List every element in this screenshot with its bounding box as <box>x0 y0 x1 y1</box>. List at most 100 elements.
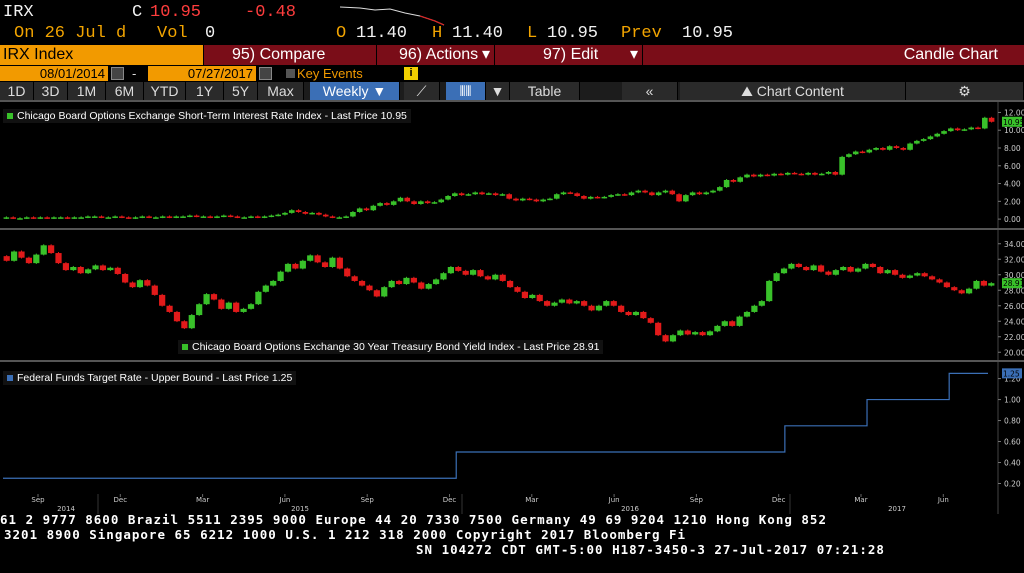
irx-candle <box>356 208 363 212</box>
tyx-candle <box>669 335 677 342</box>
tyx-candle <box>877 267 884 274</box>
irx-candle <box>248 216 254 218</box>
chart-content-button[interactable]: ⛰ Chart Content <box>680 82 906 100</box>
period-select[interactable]: Weekly ▼ <box>310 82 400 100</box>
tyx-candle <box>832 270 839 275</box>
irx-candle <box>98 216 105 218</box>
key-events-checkbox[interactable] <box>286 69 295 78</box>
edit-label: 97) Edit <box>543 46 599 63</box>
end-date-field[interactable]: 07/27/2017 <box>148 66 256 81</box>
irx-candle <box>363 208 370 211</box>
irx-candle <box>513 198 519 201</box>
high-value: 11.40 <box>452 24 504 43</box>
irx-legend: Chicago Board Options Exchange Short-Ter… <box>3 109 411 123</box>
range-max-button[interactable]: Max <box>258 82 304 100</box>
tyx-candle <box>551 302 558 306</box>
actions-menu[interactable]: 96) Actions ▾ <box>376 45 494 65</box>
irx-candle <box>384 203 390 205</box>
irx-legend-text: Chicago Board Options Exchange Short-Ter… <box>17 110 407 122</box>
chart-type-label[interactable]: Candle Chart <box>642 45 1024 65</box>
tyx-candle <box>33 254 40 264</box>
low-label: L <box>527 24 538 43</box>
tyx-candle <box>988 283 995 286</box>
range-3d-button[interactable]: 3D <box>34 82 68 100</box>
irx-candle <box>57 217 64 219</box>
change-value: -0.48 <box>245 3 297 22</box>
table-button[interactable]: Table <box>510 82 580 100</box>
security-title: IRX Index <box>0 45 203 65</box>
low-value: 10.95 <box>547 24 599 43</box>
x-year-label: 2015 <box>291 505 309 513</box>
tyx-candle <box>906 275 913 278</box>
irx-candle <box>309 212 315 215</box>
irx-candle <box>268 215 275 218</box>
irx-candle <box>411 201 417 204</box>
tyx-candle <box>144 280 151 286</box>
irx-candle <box>146 216 152 218</box>
tyx-candle <box>795 263 802 267</box>
tyx-candle <box>499 274 506 281</box>
tyx-candle <box>240 308 247 312</box>
range-1d-button[interactable]: 1D <box>0 82 34 100</box>
range-5y-button[interactable]: 5Y <box>224 82 258 100</box>
irx-candle <box>254 216 261 218</box>
irx-candle <box>982 117 988 129</box>
tyx-candle <box>803 267 810 271</box>
tyx-candle <box>99 265 107 271</box>
tyx-candle <box>292 263 299 269</box>
irx-candle <box>227 215 234 218</box>
irx-candle <box>927 136 934 140</box>
tyx-candle <box>92 265 99 270</box>
tyx-candle <box>625 311 632 316</box>
start-date-field[interactable]: 08/01/2014 <box>0 66 108 81</box>
irx-candle <box>710 190 716 193</box>
tyx-candle <box>25 257 33 264</box>
irx-candle <box>139 216 146 218</box>
tyx-candle <box>225 302 232 309</box>
style-dropdown-icon[interactable]: ▼ <box>486 82 510 100</box>
tyx-candle <box>233 302 240 312</box>
irx-candle <box>322 214 329 217</box>
irx-candle <box>615 194 621 196</box>
candle-style-icon[interactable]: ⫴⫴ <box>446 82 486 100</box>
irx-candle <box>302 212 309 214</box>
title-toolbar: IRX Index 95) Compare 96) Actions ▾ 97) E… <box>0 45 1024 65</box>
irx-candle <box>166 216 173 218</box>
end-calendar-icon[interactable] <box>259 67 272 80</box>
range-1y-button[interactable]: 1Y <box>186 82 224 100</box>
tyx-candle <box>85 269 92 274</box>
info-icon[interactable]: i <box>404 67 418 80</box>
irx-candle <box>91 216 98 218</box>
collapse-button[interactable]: « <box>622 82 678 100</box>
irx-candle <box>288 210 295 213</box>
tyx-candle <box>410 277 417 283</box>
irx-candle <box>717 187 723 191</box>
irx-candle <box>649 192 655 196</box>
tyx-candle <box>536 294 543 302</box>
range-6m-button[interactable]: 6M <box>106 82 144 100</box>
fed-ytick-label: 0.80 <box>1004 417 1021 426</box>
edit-menu[interactable]: 97) Edit ▾ <box>494 45 642 65</box>
start-calendar-icon[interactable] <box>111 67 124 80</box>
compare-button[interactable]: 95) Compare <box>203 45 376 65</box>
tyx-candle <box>721 321 728 326</box>
line-style-icon[interactable]: ⟋ <box>404 82 440 100</box>
tyx-ytick-label: 28.00 <box>1004 286 1024 295</box>
range-1m-button[interactable]: 1M <box>68 82 106 100</box>
open-label: O <box>336 24 347 43</box>
tyx-candle <box>936 279 943 283</box>
edit-dropdown-icon: ▾ <box>629 46 638 63</box>
settings-gear-icon[interactable]: ⚙ <box>906 82 1024 100</box>
irx-candle <box>900 148 907 150</box>
irx-candle <box>737 177 744 182</box>
tyx-candle <box>321 262 329 267</box>
irx-candle <box>519 198 526 201</box>
tyx-candle <box>151 285 158 295</box>
irx-candle <box>200 216 207 218</box>
close-value: 10.95 <box>150 3 202 22</box>
range-ytd-button[interactable]: YTD <box>144 82 186 100</box>
irx-candle <box>581 196 587 199</box>
irx-candle <box>187 215 193 218</box>
irx-candle <box>764 174 771 177</box>
irx-candle <box>23 217 30 219</box>
